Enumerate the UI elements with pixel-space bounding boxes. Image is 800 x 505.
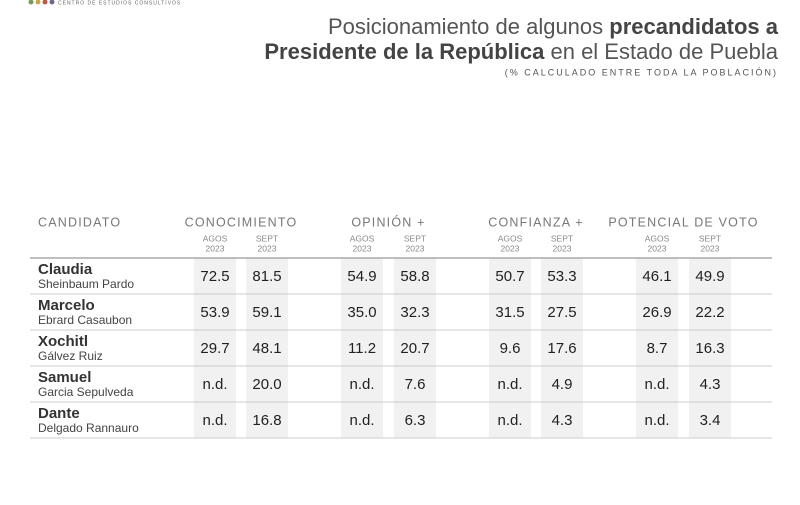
candidate-last-name: Sheinbaum Pardo [38,277,134,291]
cell-value: 48.1 [252,340,281,357]
period-year: 2023 [648,243,667,253]
period-month: SEPT [256,233,278,243]
cell-value: 7.6 [405,376,426,393]
cell-value: n.d. [497,412,522,429]
logo-dots [28,0,55,5]
column-band [341,258,383,438]
cell-value: 4.3 [700,376,721,393]
cell-value: 58.8 [400,268,429,285]
cell-value: 72.5 [200,268,229,285]
column-band [689,258,731,438]
cell-value: 50.7 [495,268,524,285]
period-year: 2023 [553,243,572,253]
cell-value: n.d. [349,412,374,429]
column-band [636,258,678,438]
title-line1: Posicionamiento de algunos precandidatos… [328,14,779,39]
period-month: AGOS [498,233,523,243]
cell-value: 17.6 [547,340,576,357]
cell-value: 27.5 [547,304,576,321]
column-band [246,258,288,438]
period-year: 2023 [206,243,225,253]
cell-value: n.d. [202,412,227,429]
period-month: SEPT [404,233,426,243]
column-band [194,258,236,438]
logo-text: CENTRO DE ESTUDIOS CONSULTIVOS [58,0,181,6]
cell-value: 3.4 [700,412,721,429]
cell-value: 22.2 [695,304,724,321]
column-band [541,258,583,438]
cell-value: 4.3 [552,412,573,429]
candidate-first-name: Marcelo [38,297,95,314]
title-part: Presidente de la República [264,39,545,64]
cell-value: 20.0 [252,376,281,393]
candidate-last-name: Delgado Rannauro [38,421,139,435]
cell-value: 4.9 [552,376,573,393]
cell-value: n.d. [202,376,227,393]
group-header: CONFIANZA + [488,215,584,229]
candidate-last-name: Gálvez Ruiz [38,349,103,363]
group-header: OPINIÓN + [351,214,425,229]
column-band [394,258,436,438]
cell-value: n.d. [644,376,669,393]
group-header: POTENCIAL DE VOTO [608,215,758,229]
group-header: CONOCIMIENTO [185,215,298,229]
cell-value: 8.7 [647,340,668,357]
cell-value: 31.5 [495,304,524,321]
cell-value: 20.7 [400,340,429,357]
title-line2: Presidente de la República en el Estado … [264,39,778,64]
candidate-first-name: Samuel [38,369,91,386]
cell-value: 16.8 [252,412,281,429]
cell-value: 11.2 [348,340,376,357]
cell-value: 54.9 [347,268,376,285]
cell-value: 49.9 [695,268,724,285]
cell-value: 9.6 [500,340,521,357]
candidate-last-name: Garcia Sepulveda [38,385,134,399]
title-part: en el Estado de Puebla [550,39,778,64]
subtitle: (% CALCULADO ENTRE TODA LA POBLACIÓN) [505,67,778,77]
cell-value: 81.5 [252,268,281,285]
cell-value: 29.7 [200,340,229,357]
period-year: 2023 [501,243,520,253]
cell-value: 32.3 [400,304,429,321]
cell-value: n.d. [644,412,669,429]
candidate-first-name: Claudia [38,261,93,278]
title-part: Posicionamiento de algunos [328,14,603,39]
period-year: 2023 [258,243,277,253]
cell-value: 6.3 [405,412,426,429]
period-month: SEPT [699,233,721,243]
cell-value: 26.9 [642,304,671,321]
period-year: 2023 [701,243,720,253]
cell-value: 59.1 [252,304,281,321]
period-year: 2023 [353,243,372,253]
candidate-first-name: Dante [38,405,80,422]
period-year: 2023 [406,243,425,253]
cell-value: 46.1 [642,268,671,285]
cell-value: 53.3 [547,268,576,285]
cell-value: n.d. [497,376,522,393]
candidate-header: CANDIDATO [38,215,121,229]
cell-value: 16.3 [695,340,724,357]
period-month: SEPT [551,233,573,243]
cell-value: n.d. [349,376,374,393]
column-band [489,258,531,438]
candidate-last-name: Ebrard Casaubon [38,313,132,327]
period-month: AGOS [203,233,228,243]
cell-value: 53.9 [200,304,229,321]
title-part: precandidatos a [609,14,778,39]
candidate-first-name: Xochitl [38,333,88,350]
period-month: AGOS [645,233,670,243]
period-month: AGOS [350,233,375,243]
cell-value: 35.0 [347,304,376,321]
